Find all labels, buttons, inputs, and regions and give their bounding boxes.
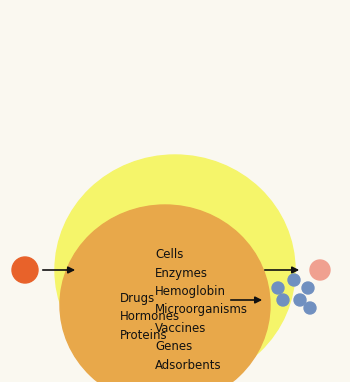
Ellipse shape xyxy=(55,155,295,382)
Text: Drugs
Hormones
Proteins: Drugs Hormones Proteins xyxy=(120,292,180,342)
Circle shape xyxy=(302,282,314,294)
Circle shape xyxy=(272,282,284,294)
Text: Cells
Enzymes
Hemoglobin
Microorganisms
Vaccines
Genes
Adsorbents: Cells Enzymes Hemoglobin Microorganisms … xyxy=(155,248,248,372)
Circle shape xyxy=(12,257,38,283)
Ellipse shape xyxy=(60,205,270,382)
Circle shape xyxy=(288,274,300,286)
Circle shape xyxy=(310,260,330,280)
Circle shape xyxy=(277,294,289,306)
Circle shape xyxy=(294,294,306,306)
Circle shape xyxy=(304,302,316,314)
